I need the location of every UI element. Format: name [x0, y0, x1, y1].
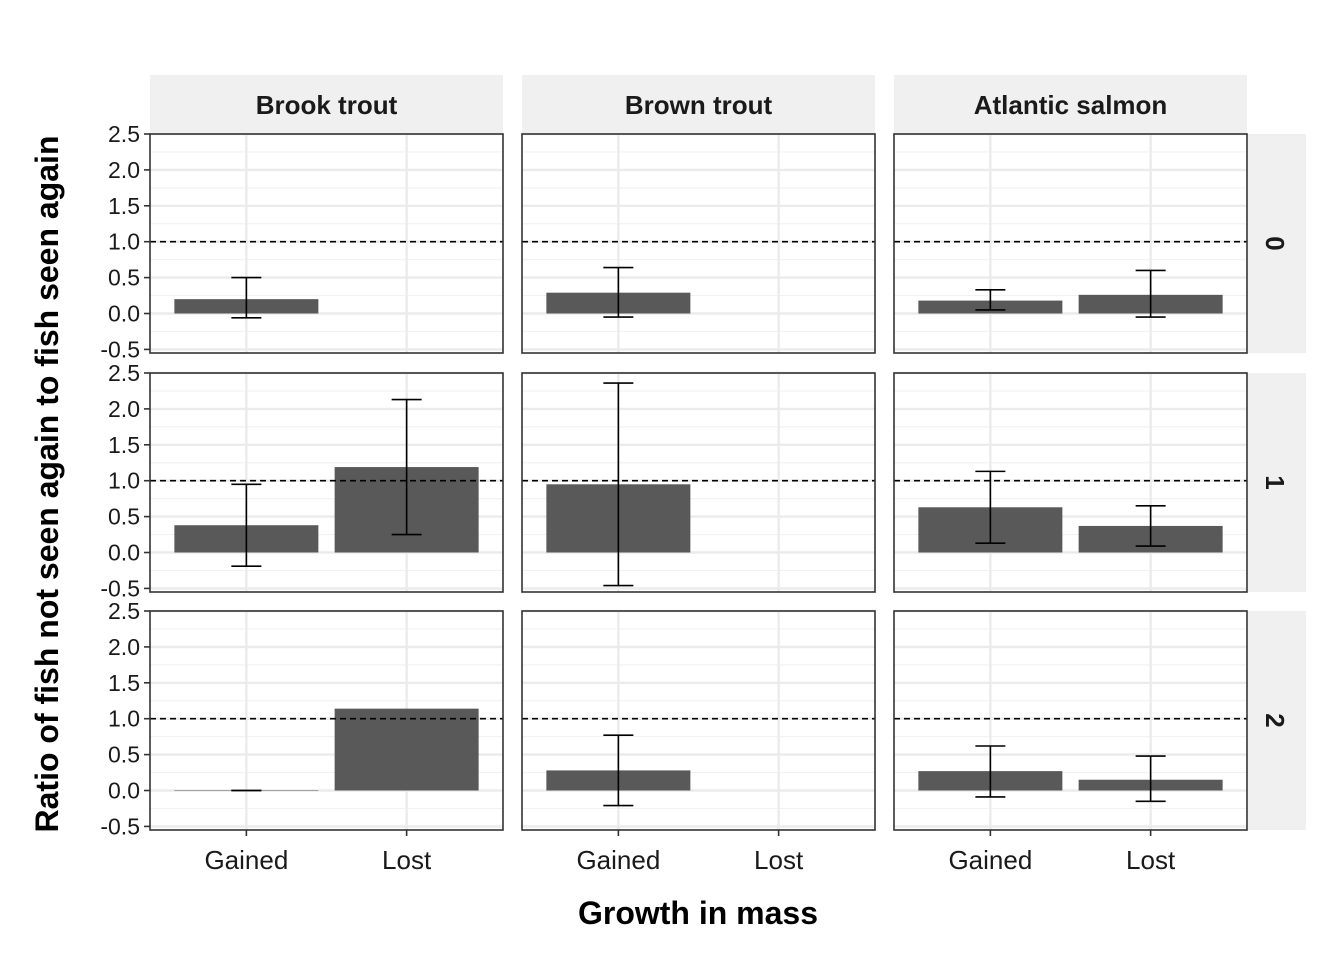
panel-border — [521, 133, 876, 354]
panel-border — [521, 372, 876, 593]
x-tick-label: Lost — [382, 845, 432, 875]
column-strip — [894, 75, 1247, 133]
row-strip-label: 0 — [1260, 236, 1290, 250]
y-tick-label: 0.0 — [108, 301, 140, 327]
x-axis-ticks: Gained Lost Gained Lost Gained Lost — [204, 830, 1176, 875]
y-tick-label: 2.5 — [108, 121, 140, 147]
y-tick-label: 0.5 — [108, 504, 140, 530]
column-strip-label: Brook trout — [256, 90, 398, 120]
bar — [334, 708, 479, 791]
facet-panel — [149, 371, 504, 593]
panel-background — [522, 134, 875, 353]
panel-background — [522, 373, 875, 592]
panels-layer — [149, 132, 1248, 831]
y-tick-label: 1.5 — [108, 432, 140, 458]
facet-panel — [521, 371, 876, 593]
y-tick-label: 2.5 — [108, 360, 140, 386]
panel-background — [894, 134, 1247, 353]
panel-border — [149, 610, 504, 831]
error-bar — [1135, 269, 1166, 318]
facet-panel — [893, 132, 1248, 354]
error-bar — [1135, 505, 1166, 547]
facet-panel — [893, 609, 1248, 831]
panel-border — [149, 133, 504, 354]
y-tick-label: 0.5 — [108, 265, 140, 291]
facet-panel — [893, 371, 1248, 593]
panel-background — [522, 611, 875, 830]
facet-strips: Brook trout Brown trout Atlantic salmon 0 1 2 — [150, 75, 1306, 830]
y-tick-label: 2.5 — [108, 598, 140, 624]
y-tick-label: 2.0 — [108, 157, 140, 183]
row-strip — [1248, 134, 1306, 353]
y-tick-label: 1.5 — [108, 193, 140, 219]
panel-border — [149, 372, 504, 593]
panel-background — [894, 373, 1247, 592]
y-tick-label: -0.5 — [100, 813, 140, 839]
y-tick-label: 1.0 — [108, 468, 140, 494]
error-bar — [1135, 755, 1166, 803]
panel-border — [893, 133, 1248, 354]
row-strip-label: 1 — [1260, 475, 1290, 489]
y-tick-label: 2.0 — [108, 634, 140, 660]
facet-panel — [149, 132, 504, 354]
y-tick-label: -0.5 — [100, 575, 140, 601]
column-strip — [150, 75, 503, 133]
column-strip-label: Brown trout — [625, 90, 773, 120]
y-tick-label: 1.0 — [108, 229, 140, 255]
row-strip — [1248, 373, 1306, 592]
column-strip-label: Atlantic salmon — [974, 90, 1168, 120]
error-bar — [231, 483, 262, 567]
row-strip — [1248, 611, 1306, 830]
panel-border — [893, 372, 1248, 593]
x-tick-label: Lost — [754, 845, 804, 875]
x-tick-label: Gained — [576, 845, 660, 875]
y-tick-label: 0.0 — [108, 778, 140, 804]
x-tick-label: Lost — [1126, 845, 1176, 875]
facet-panel — [521, 132, 876, 354]
error-bar — [603, 734, 634, 807]
column-strip — [522, 75, 875, 133]
x-tick-label: Gained — [948, 845, 1032, 875]
y-tick-label: 0.0 — [108, 540, 140, 566]
error-bar — [975, 470, 1006, 544]
y-tick-label: 1.5 — [108, 670, 140, 696]
x-tick-label: Gained — [204, 845, 288, 875]
y-axis-ticks: -0.50.00.51.01.52.02.5-0.50.00.51.01.52.… — [100, 121, 150, 839]
error-bar — [603, 266, 634, 318]
panel-background — [894, 611, 1247, 830]
y-tick-label: 2.0 — [108, 396, 140, 422]
y-tick-label: 0.5 — [108, 742, 140, 768]
y-tick-label: -0.5 — [100, 336, 140, 362]
error-bar — [975, 289, 1006, 311]
panel-border — [521, 610, 876, 831]
facet-panel — [521, 609, 876, 831]
row-strip-label: 2 — [1260, 713, 1290, 727]
error-bar — [603, 382, 634, 587]
error-bar — [231, 276, 262, 319]
panel-background — [150, 134, 503, 353]
error-bar — [975, 745, 1006, 798]
panel-border — [893, 610, 1248, 831]
error-bar — [391, 398, 422, 536]
y-tick-label: 1.0 — [108, 706, 140, 732]
y-axis-title: Ratio of fish not seen again to fish see… — [29, 136, 65, 833]
x-axis-title: Growth in mass — [578, 895, 818, 931]
facet-panel — [149, 609, 504, 831]
